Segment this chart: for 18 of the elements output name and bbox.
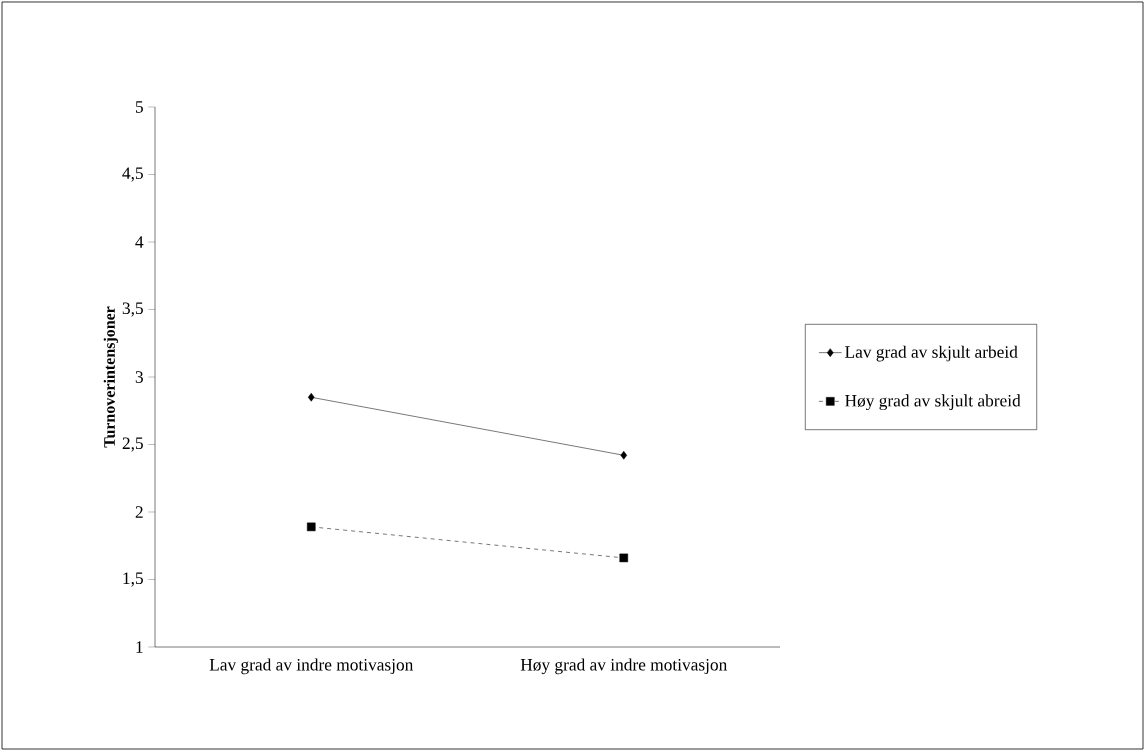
- y-axis-title: Turnoverintensjoner: [103, 306, 119, 448]
- x-tick-label: Høy grad av indre motivasjon: [520, 658, 728, 675]
- y-tick-label: 2,5: [122, 437, 143, 452]
- point: [307, 392, 315, 402]
- legend-label: Høy grad av skjult abreid: [845, 394, 1021, 411]
- x-tick-label: Lav grad av indre motivasjon: [209, 658, 414, 675]
- y-tick-label: 1: [136, 641, 143, 653]
- y-tick-label: 5: [135, 101, 143, 113]
- point: [620, 451, 628, 460]
- y-tick-label: 2: [135, 506, 143, 518]
- point: [619, 553, 629, 563]
- y-tick-label: 3: [135, 371, 143, 383]
- y-tick-label: 4,5: [122, 167, 143, 182]
- y-tick-label: 4: [135, 236, 144, 248]
- point: [306, 522, 316, 532]
- y-tick-label: 3,5: [122, 302, 143, 317]
- y-tick-label: 1,5: [123, 572, 143, 587]
- legend-label: Lav grad av skjult arbeid: [845, 345, 1018, 362]
